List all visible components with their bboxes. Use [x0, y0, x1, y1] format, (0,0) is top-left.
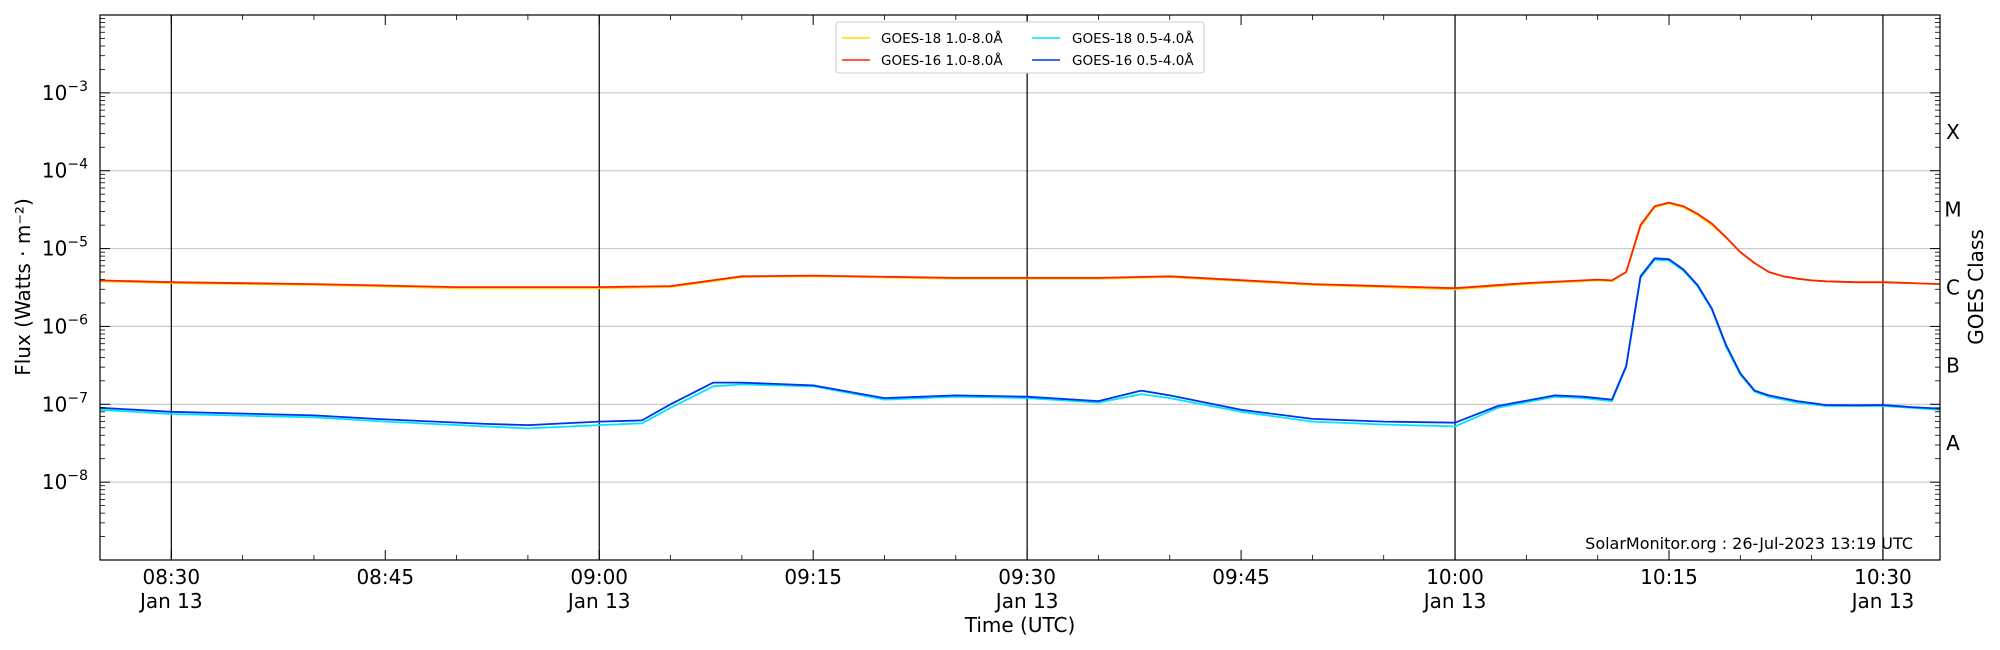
x-tick-label: 08:30 [142, 565, 200, 589]
credit-text: SolarMonitor.org : 26-Jul-2023 13:19 UTC [1585, 534, 1913, 553]
goes-class-axis-title: GOES Class [1964, 229, 1988, 345]
y-tick-label: 10−8 [42, 468, 88, 494]
x-tick-label: 10:30 [1854, 565, 1912, 589]
y-axis-ticks: 10−3 10−4 10−5 10−6 10−7 10−8 [42, 18, 1940, 537]
legend: GOES-18 1.0-8.0Å GOES-16 1.0-8.0Å GOES-1… [835, 21, 1205, 74]
y-tick-label: 10−4 [42, 157, 88, 183]
x-tick-label: 09:30 [998, 565, 1056, 589]
goes-class-c: C [1946, 276, 1960, 300]
goes16-long-line [99, 201, 1941, 290]
goes-class-b: B [1946, 353, 1960, 377]
goes16-short-line [99, 257, 1941, 427]
y-tick-label: 10−5 [42, 235, 88, 261]
y-tick-label: 10−7 [42, 390, 88, 416]
y-tick-label: 10−3 [42, 79, 88, 105]
x-tick-label: 10:00 [1426, 565, 1484, 589]
x-tick-label: 09:00 [570, 565, 628, 589]
legend-label-goes16-short: GOES-16 0.5-4.0Å [1072, 52, 1194, 69]
x-axis-title: Time (UTC) [964, 613, 1076, 637]
goes-class-labels: X M C B A [1944, 120, 1961, 455]
x-tick-label: 08:45 [356, 565, 414, 589]
x-tick-date-label: Jan 13 [138, 589, 203, 613]
x-tick-label: 09:15 [784, 565, 842, 589]
goes-class-a: A [1946, 431, 1960, 455]
goes-class-x: X [1946, 120, 1960, 144]
x-tick-label: 10:15 [1640, 565, 1698, 589]
goes-class-m: M [1944, 198, 1961, 222]
y-axis-title: Flux (Watts · m⁻²) [11, 198, 35, 376]
x-tick-date-label: Jan 13 [566, 589, 631, 613]
x-tick-date-label: Jan 13 [994, 589, 1059, 613]
x-tick-date-label: Jan 13 [1850, 589, 1915, 613]
legend-label-goes16-long: GOES-16 1.0-8.0Å [881, 52, 1003, 69]
gridlines [100, 92, 1940, 483]
legend-label-goes18-short: GOES-18 0.5-4.0Å [1072, 30, 1194, 47]
goes18-short-line [99, 258, 1941, 430]
x-tick-label: 09:45 [1212, 565, 1270, 589]
plot-frame [99, 14, 1941, 561]
data-series [99, 201, 1941, 430]
y-tick-label: 10−6 [42, 312, 88, 338]
x-tick-date-label: Jan 13 [1422, 589, 1487, 613]
legend-label-goes18-long: GOES-18 1.0-8.0Å [881, 30, 1003, 47]
legend-box [835, 21, 1205, 74]
